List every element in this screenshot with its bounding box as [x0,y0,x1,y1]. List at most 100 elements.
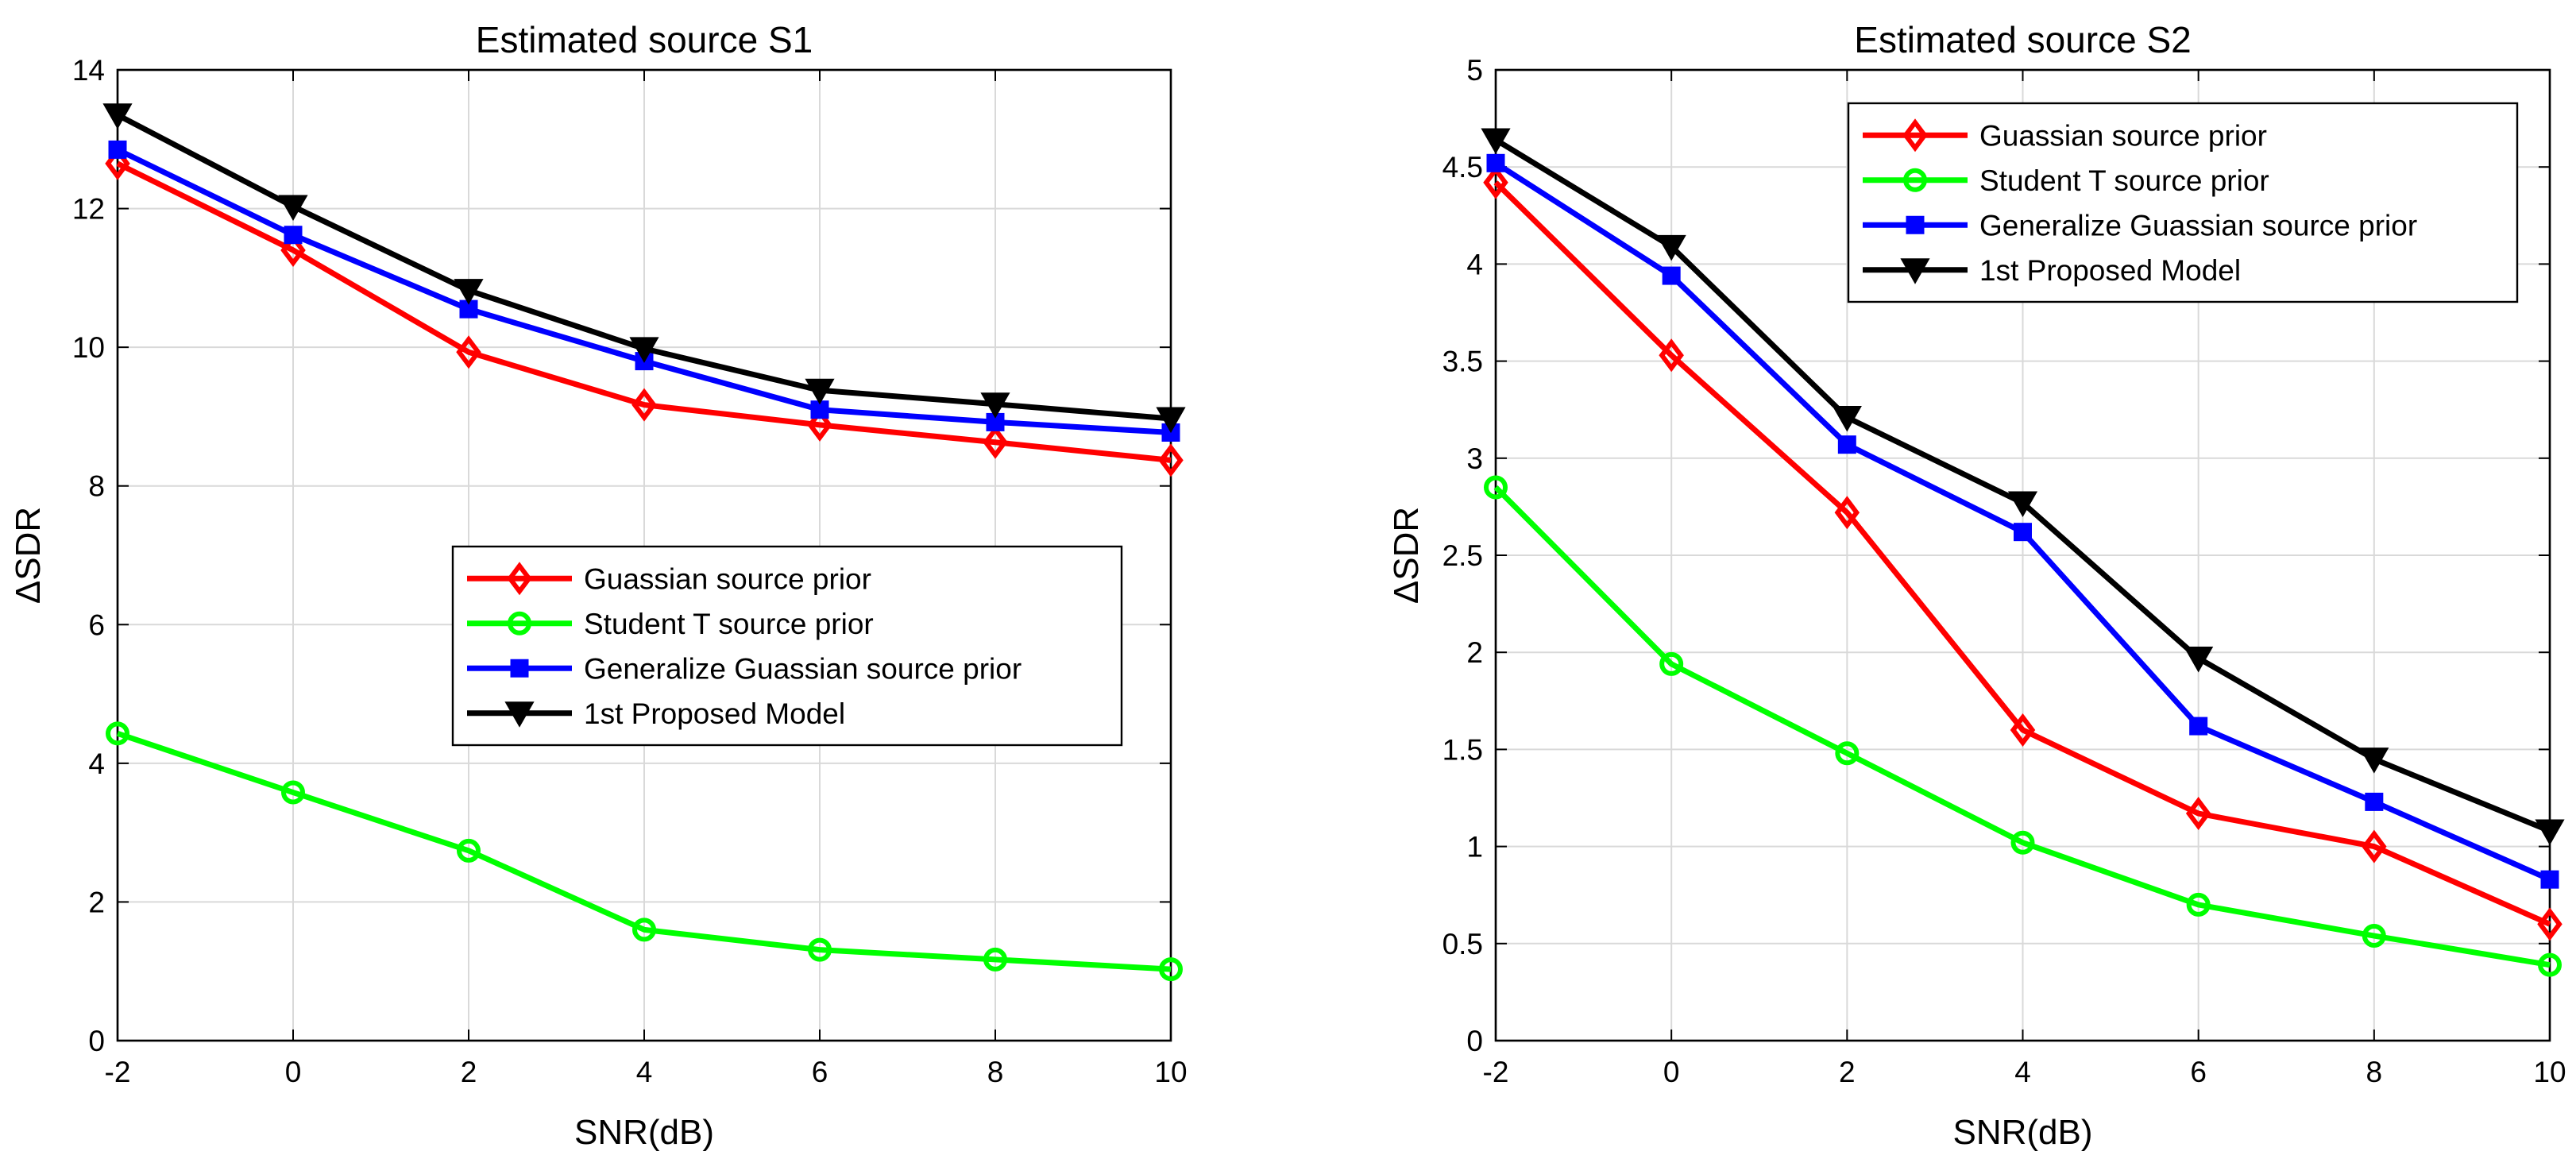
axes-border [1494,68,2551,1042]
axes-border [116,68,1172,1042]
data-point [106,721,129,746]
x-axis-label: SNR(dB) [1952,1113,2092,1152]
legend-entry: 1st Proposed Model [467,697,845,730]
data-point [102,103,133,129]
series-diamond [1483,165,2562,941]
x-tick-label: 8 [2366,1056,2383,1088]
legend-marker [504,701,535,728]
y-tick-label: 0 [1466,1025,1483,1057]
x-tick-label: 6 [812,1056,828,1088]
data-point [280,233,306,267]
data-point [2010,830,2035,855]
data-point [2365,792,2384,811]
data-point [808,937,832,962]
data-point [1662,266,1681,285]
series-triangle-down [102,103,1186,434]
data-point [1837,435,1856,454]
legend-label: 1st Proposed Model [584,697,845,730]
data-point [108,140,127,159]
y-axis-label: ΔSDR [9,507,48,604]
data-point [632,918,656,942]
data-point [2184,647,2214,673]
data-point [1832,405,1862,432]
x-tick-label: 0 [1663,1056,1680,1088]
data-point [2537,907,2562,941]
data-point [1835,741,1860,766]
data-point [2185,797,2211,831]
data-point [631,388,657,422]
series-triangle-down [1481,128,2565,846]
data-point [1159,957,1183,982]
y-tick-label: 2 [88,886,105,918]
data-point [1834,496,1860,530]
data-point [1156,407,1186,434]
data-point [805,378,835,405]
x-tick-label: 10 [1154,1056,1187,1088]
legend-label: Generalize Guassian source prior [1979,209,2417,241]
data-point [2189,717,2208,736]
legend-label: Generalize Guassian source prior [584,652,1022,685]
data-point [1481,128,1511,155]
legend-label: Student T source prior [1979,164,2269,197]
y-tick-label: 0 [88,1025,105,1057]
data-point [1158,443,1184,477]
data-point [454,279,484,305]
y-tick-label: 14 [72,54,105,87]
data-point [284,226,303,245]
y-tick-label: 1.5 [1442,733,1483,766]
y-tick-label: 8 [88,470,105,503]
y-tick-label: 0.5 [1442,928,1483,960]
x-axis-label: SNR(dB) [574,1113,714,1152]
legend-entry: 1st Proposed Model [1863,254,2241,287]
data-point [1659,651,1684,676]
data-point [2010,713,2036,747]
legend-label: Guassian source prior [584,562,871,595]
chart-panel-s2: -2 0 2 4 6 8 1000.511.522.533.544.55Estimated … [1387,19,2566,1152]
legend: Guassian source prior Student T source pr… [1847,102,2519,303]
legend: Guassian source prior Student T source pr… [451,545,1123,747]
y-tick-label: 4 [1466,248,1483,280]
legend-entry: Generalize Guassian source prior [1863,209,2417,241]
chart-title: Estimated source S2 [1854,19,2191,60]
legend-marker [508,611,531,636]
x-tick-label: -2 [1483,1056,1509,1088]
y-tick-label: 4 [88,748,105,780]
series-diamond [105,146,1184,477]
data-point [2014,523,2032,542]
data-point [1483,165,1508,199]
series-line [1493,485,2551,968]
chart-title: Estimated source S1 [476,19,813,60]
data-point [983,425,1008,459]
data-point [456,335,481,369]
data-point [629,337,659,363]
x-tick-label: 4 [2014,1056,2031,1088]
legend-label: Guassian source prior [1979,119,2267,152]
x-tick-label: 6 [2190,1056,2207,1088]
x-tick-label: -2 [105,1056,131,1088]
y-tick-label: 3 [1466,442,1483,475]
x-tick-label: 10 [2533,1056,2566,1088]
data-point [2359,748,2389,774]
data-point [2540,870,2559,889]
legend-entry: Guassian source prior [467,562,871,596]
data-point [105,146,130,180]
legend-marker [1900,258,1930,284]
series-circle [1484,475,2562,977]
y-tick-label: 3.5 [1442,346,1483,378]
y-tick-label: 4.5 [1442,151,1483,184]
legend-marker [1902,118,1928,153]
data-point [807,408,832,442]
data-point [2535,819,2565,846]
data-point [1656,234,1686,261]
y-tick-label: 12 [72,193,105,226]
legend-marker [1903,168,1927,192]
data-point [457,838,481,863]
x-tick-label: 2 [1839,1056,1856,1088]
legend-marker [510,659,529,678]
series-line [1493,180,2551,927]
data-point [2362,924,2386,948]
data-point [278,195,308,221]
data-point [1484,475,1508,500]
